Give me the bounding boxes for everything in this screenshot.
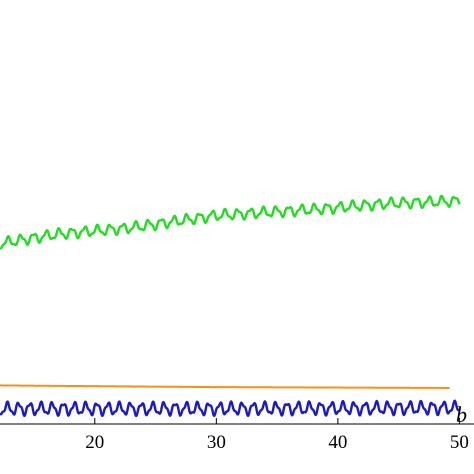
series-layer xyxy=(0,194,461,418)
x-axis-label: b xyxy=(456,402,467,427)
x-tick-label: 20 xyxy=(85,432,104,453)
x-tick-label: 30 xyxy=(207,432,226,453)
x-tick-label: 40 xyxy=(328,432,347,453)
series-line xyxy=(0,384,451,389)
x-tick-label: 50 xyxy=(450,432,469,453)
series-line xyxy=(0,399,461,418)
x-ticks: 20 30 40 50 xyxy=(85,418,469,453)
series-line xyxy=(0,194,461,250)
